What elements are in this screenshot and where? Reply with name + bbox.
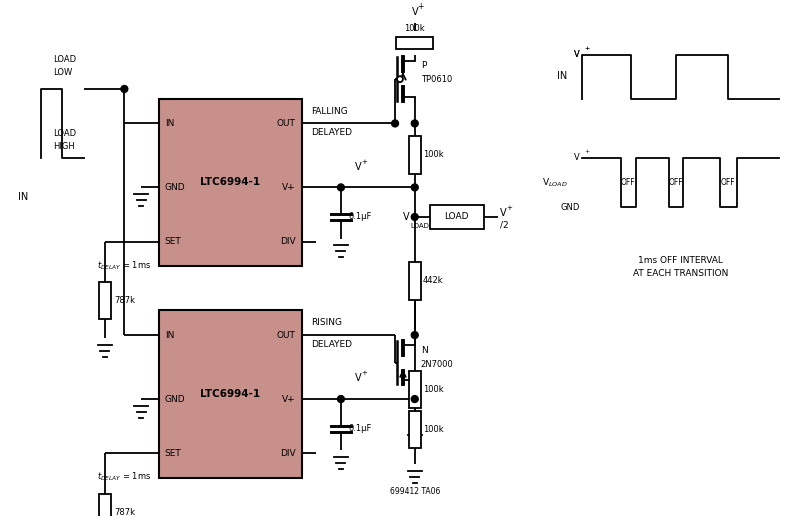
Text: 699412 TA06: 699412 TA06 bbox=[390, 486, 440, 496]
Text: 0.1μF: 0.1μF bbox=[349, 424, 372, 433]
Text: LOAD: LOAD bbox=[410, 223, 430, 229]
Text: OFF: OFF bbox=[669, 178, 683, 187]
Text: 442k: 442k bbox=[422, 277, 443, 285]
Text: IN: IN bbox=[165, 119, 174, 128]
Bar bbox=[159, 310, 301, 478]
Circle shape bbox=[411, 120, 418, 127]
Text: OUT: OUT bbox=[277, 119, 296, 128]
Text: N: N bbox=[421, 346, 427, 356]
Circle shape bbox=[411, 395, 418, 403]
Text: TP0610: TP0610 bbox=[421, 75, 452, 84]
Circle shape bbox=[337, 395, 344, 403]
Text: V: V bbox=[355, 162, 362, 172]
Bar bbox=[159, 99, 301, 266]
Text: LTC6994-1: LTC6994-1 bbox=[200, 177, 261, 187]
Text: DELAYED: DELAYED bbox=[312, 128, 352, 138]
Text: LOAD: LOAD bbox=[444, 212, 469, 222]
Text: 787k: 787k bbox=[115, 508, 135, 517]
Bar bbox=[396, 37, 434, 49]
Text: SET: SET bbox=[165, 237, 182, 246]
Text: GND: GND bbox=[165, 394, 186, 404]
Text: SET: SET bbox=[165, 449, 182, 458]
Text: GND: GND bbox=[165, 183, 186, 192]
Text: RISING: RISING bbox=[312, 318, 343, 327]
Text: 787k: 787k bbox=[115, 296, 135, 305]
Text: DIV: DIV bbox=[280, 237, 296, 246]
Text: FALLING: FALLING bbox=[312, 106, 348, 116]
Circle shape bbox=[411, 213, 418, 221]
Bar bbox=[430, 205, 484, 229]
Text: V: V bbox=[355, 373, 362, 384]
Text: LOAD: LOAD bbox=[53, 129, 77, 138]
Bar bbox=[409, 136, 421, 174]
Circle shape bbox=[397, 76, 403, 82]
Circle shape bbox=[391, 120, 398, 127]
Text: 100k: 100k bbox=[422, 385, 443, 394]
Text: V: V bbox=[575, 50, 580, 59]
Text: +: + bbox=[506, 205, 512, 211]
Text: +: + bbox=[584, 46, 589, 51]
Text: LTC6994-1: LTC6994-1 bbox=[200, 389, 261, 399]
Text: V: V bbox=[411, 7, 418, 17]
Text: OFF: OFF bbox=[720, 178, 735, 187]
Bar bbox=[409, 262, 421, 299]
Text: OUT: OUT bbox=[277, 331, 296, 339]
Text: 1ms OFF INTERVAL
AT EACH TRANSITION: 1ms OFF INTERVAL AT EACH TRANSITION bbox=[633, 256, 728, 278]
Text: V: V bbox=[575, 154, 580, 162]
Text: LOAD: LOAD bbox=[53, 55, 77, 64]
Text: HIGH: HIGH bbox=[53, 142, 75, 151]
Text: DELAYED: DELAYED bbox=[312, 340, 352, 349]
Text: V: V bbox=[575, 50, 580, 59]
Text: OFF: OFF bbox=[621, 178, 636, 187]
Text: V: V bbox=[501, 208, 507, 218]
Text: IN: IN bbox=[557, 71, 567, 81]
Text: GND: GND bbox=[561, 202, 580, 212]
Text: IN: IN bbox=[18, 192, 29, 202]
Text: IN: IN bbox=[165, 331, 174, 339]
Circle shape bbox=[337, 184, 344, 191]
Text: 100k: 100k bbox=[404, 24, 425, 33]
Text: V: V bbox=[403, 212, 410, 222]
Text: +: + bbox=[362, 371, 367, 376]
Circle shape bbox=[411, 332, 418, 338]
Text: V$_{LOAD}$: V$_{LOAD}$ bbox=[542, 176, 567, 189]
Text: +: + bbox=[418, 2, 424, 11]
Text: $t_{DELAY}$ = 1ms: $t_{DELAY}$ = 1ms bbox=[96, 471, 151, 483]
Text: +: + bbox=[362, 159, 367, 165]
Text: P: P bbox=[421, 61, 426, 70]
Text: DIV: DIV bbox=[280, 449, 296, 458]
Text: 0.1μF: 0.1μF bbox=[349, 212, 372, 222]
Text: V+: V+ bbox=[282, 183, 296, 192]
Text: LOW: LOW bbox=[53, 68, 73, 77]
Text: 100k: 100k bbox=[422, 425, 443, 434]
Bar bbox=[409, 371, 421, 408]
Text: 2N7000: 2N7000 bbox=[421, 360, 453, 369]
Circle shape bbox=[121, 86, 128, 92]
Bar bbox=[99, 282, 111, 319]
Bar bbox=[409, 411, 421, 448]
Text: 100k: 100k bbox=[422, 151, 443, 159]
Bar bbox=[99, 494, 111, 519]
Circle shape bbox=[411, 184, 418, 191]
Text: $t_{DELAY}$ = 1ms: $t_{DELAY}$ = 1ms bbox=[96, 260, 151, 272]
Text: /2: /2 bbox=[501, 221, 509, 230]
Text: +: + bbox=[584, 149, 589, 155]
Text: +: + bbox=[584, 46, 589, 51]
Text: V+: V+ bbox=[282, 394, 296, 404]
